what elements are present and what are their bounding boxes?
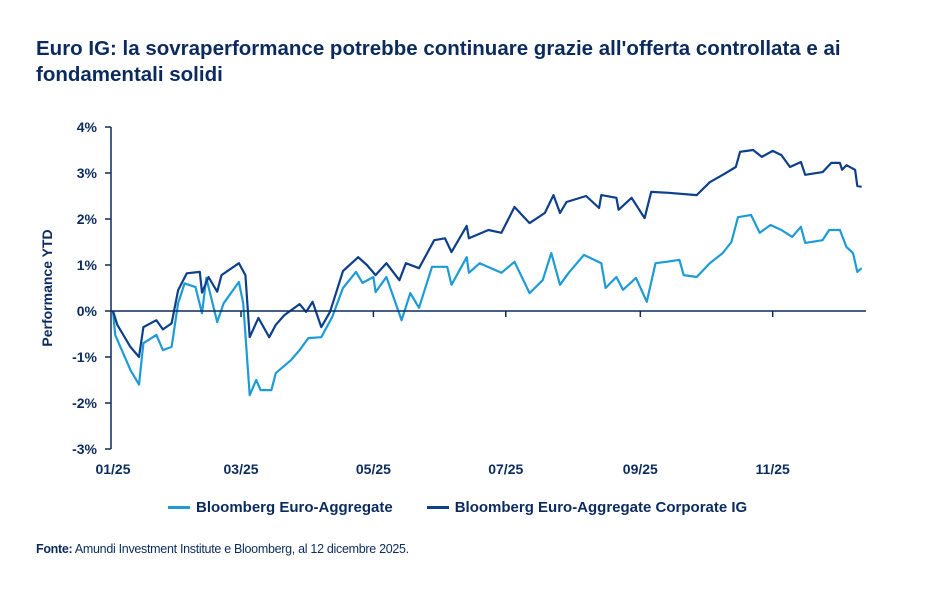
x-tick-label: 11/25 [756, 461, 790, 477]
legend-swatch [426, 506, 449, 509]
y-tick-label: 4% [77, 119, 98, 135]
y-tick-label: 1% [77, 257, 98, 273]
legend-label: Bloomberg Euro-Aggregate Corporate IG [454, 499, 748, 516]
y-axis-label: Performance YTD [39, 229, 55, 346]
y-tick-label: 2% [77, 211, 98, 227]
legend-item-euro-aggregate: Bloomberg Euro-Aggregate [168, 499, 393, 516]
y-tick-label: -2% [72, 395, 97, 411]
x-tick-label: 01/25 [95, 461, 130, 477]
source-note: Fonte: Amundi Investment Institute e Blo… [36, 542, 409, 556]
x-tick-label: 03/25 [224, 461, 259, 477]
y-tick-label: 0% [77, 303, 98, 319]
legend-item-corporate-ig: Bloomberg Euro-Aggregate Corporate IG [426, 499, 748, 516]
x-tick-label: 09/25 [623, 461, 658, 477]
legend-swatch [168, 506, 190, 509]
source-label: Fonte: [36, 542, 73, 556]
y-tick-label: 3% [77, 165, 98, 181]
chart-title: Euro IG: la sovraperformance potrebbe co… [36, 37, 841, 86]
legend-label: Bloomberg Euro-Aggregate [196, 499, 393, 516]
legend: Bloomberg Euro-Aggregate Bloomberg Euro-… [168, 499, 747, 516]
x-tick-label: 05/25 [356, 461, 391, 477]
x-tick-label: 07/25 [488, 461, 523, 477]
y-tick-label: -1% [72, 349, 97, 365]
series-line-euro-aggregate [111, 213, 863, 397]
source-text: Amundi Investment Institute e Bloomberg,… [72, 542, 409, 556]
y-tick-label: -3% [72, 441, 97, 457]
series-line-corporate-ig [111, 148, 862, 359]
